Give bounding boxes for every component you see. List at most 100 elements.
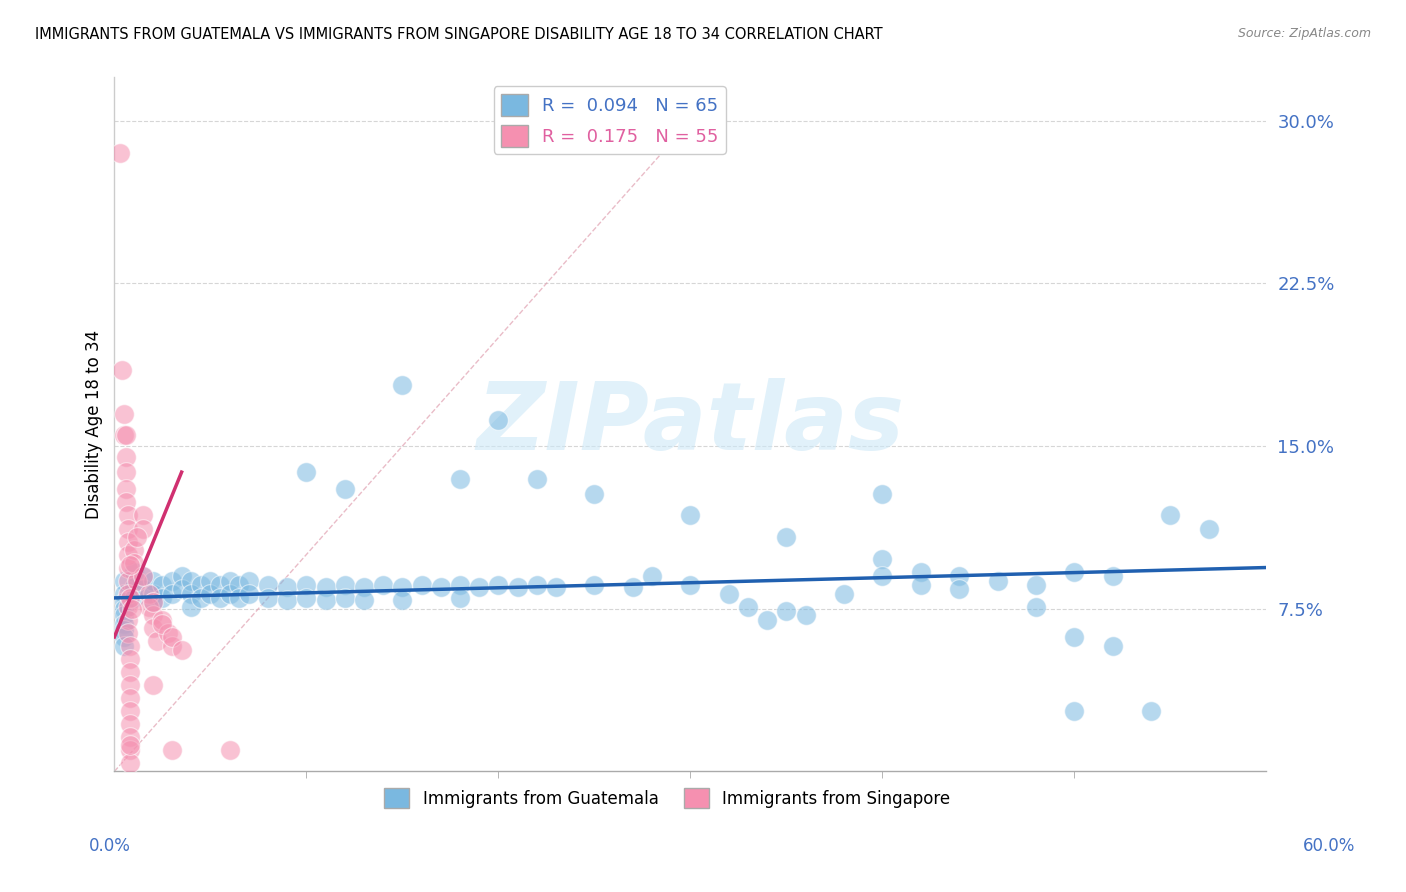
Point xyxy=(117,574,139,588)
Point xyxy=(190,578,212,592)
Point xyxy=(127,574,149,588)
Point xyxy=(257,578,280,592)
Point xyxy=(117,521,139,535)
Point xyxy=(295,578,318,592)
Point xyxy=(794,608,817,623)
Legend: Immigrants from Guatemala, Immigrants from Singapore: Immigrants from Guatemala, Immigrants fr… xyxy=(378,781,957,815)
Point xyxy=(117,586,139,600)
Point xyxy=(118,665,141,679)
Point xyxy=(872,569,894,583)
Point xyxy=(218,574,240,588)
Point xyxy=(115,465,138,479)
Point xyxy=(948,569,970,583)
Text: IMMIGRANTS FROM GUATEMALA VS IMMIGRANTS FROM SINGAPORE DISABILITY AGE 18 TO 34 C: IMMIGRANTS FROM GUATEMALA VS IMMIGRANTS … xyxy=(35,27,883,42)
Point xyxy=(276,580,298,594)
Point xyxy=(117,625,139,640)
Point xyxy=(872,487,894,501)
Point xyxy=(737,599,759,614)
Point xyxy=(112,407,135,421)
Point xyxy=(152,578,174,592)
Point xyxy=(1025,599,1047,614)
Point xyxy=(1159,508,1181,523)
Point xyxy=(170,643,193,657)
Point xyxy=(208,591,231,605)
Point xyxy=(526,472,548,486)
Point xyxy=(208,578,231,592)
Point xyxy=(142,608,165,623)
Point xyxy=(218,742,240,756)
Point xyxy=(117,534,139,549)
Point xyxy=(157,625,180,640)
Point xyxy=(138,586,160,600)
Text: ZIPatlas: ZIPatlas xyxy=(477,378,904,470)
Point xyxy=(118,591,141,605)
Point xyxy=(200,574,222,588)
Point xyxy=(391,378,413,392)
Point xyxy=(486,578,509,592)
Point xyxy=(118,742,141,756)
Point xyxy=(200,586,222,600)
Point xyxy=(160,639,183,653)
Point xyxy=(142,595,165,609)
Point xyxy=(295,591,318,605)
Point xyxy=(333,591,356,605)
Point xyxy=(1140,704,1163,718)
Point xyxy=(117,599,139,614)
Point xyxy=(112,428,135,442)
Point xyxy=(276,593,298,607)
Point xyxy=(180,586,202,600)
Point xyxy=(583,487,606,501)
Point xyxy=(118,756,141,770)
Point xyxy=(142,595,165,609)
Point xyxy=(1063,630,1085,644)
Point xyxy=(122,580,145,594)
Point xyxy=(1063,704,1085,718)
Point xyxy=(411,578,433,592)
Point xyxy=(112,601,135,615)
Point xyxy=(112,616,135,631)
Point xyxy=(115,450,138,464)
Point xyxy=(122,565,145,579)
Point xyxy=(170,569,193,583)
Point xyxy=(910,565,932,579)
Point xyxy=(775,530,797,544)
Point xyxy=(112,586,135,600)
Point xyxy=(118,639,141,653)
Point xyxy=(132,508,155,523)
Point xyxy=(353,593,375,607)
Point xyxy=(333,483,356,497)
Point xyxy=(333,578,356,592)
Point xyxy=(486,413,509,427)
Point xyxy=(118,716,141,731)
Point xyxy=(112,595,135,609)
Point xyxy=(429,580,451,594)
Point xyxy=(118,558,141,573)
Point xyxy=(152,613,174,627)
Point xyxy=(218,586,240,600)
Point xyxy=(910,578,932,592)
Point xyxy=(117,508,139,523)
Point xyxy=(115,483,138,497)
Point xyxy=(238,574,260,588)
Point xyxy=(118,704,141,718)
Point xyxy=(117,613,139,627)
Point xyxy=(756,613,779,627)
Point xyxy=(127,530,149,544)
Point xyxy=(142,574,165,588)
Point xyxy=(391,593,413,607)
Point xyxy=(641,569,664,583)
Point xyxy=(170,582,193,597)
Point xyxy=(122,543,145,558)
Point xyxy=(138,599,160,614)
Point xyxy=(117,560,139,574)
Point xyxy=(257,591,280,605)
Point xyxy=(132,569,155,583)
Point xyxy=(872,552,894,566)
Point xyxy=(238,586,260,600)
Point xyxy=(142,678,165,692)
Point xyxy=(112,630,135,644)
Point xyxy=(160,586,183,600)
Point xyxy=(180,599,202,614)
Point xyxy=(391,580,413,594)
Point xyxy=(122,591,145,605)
